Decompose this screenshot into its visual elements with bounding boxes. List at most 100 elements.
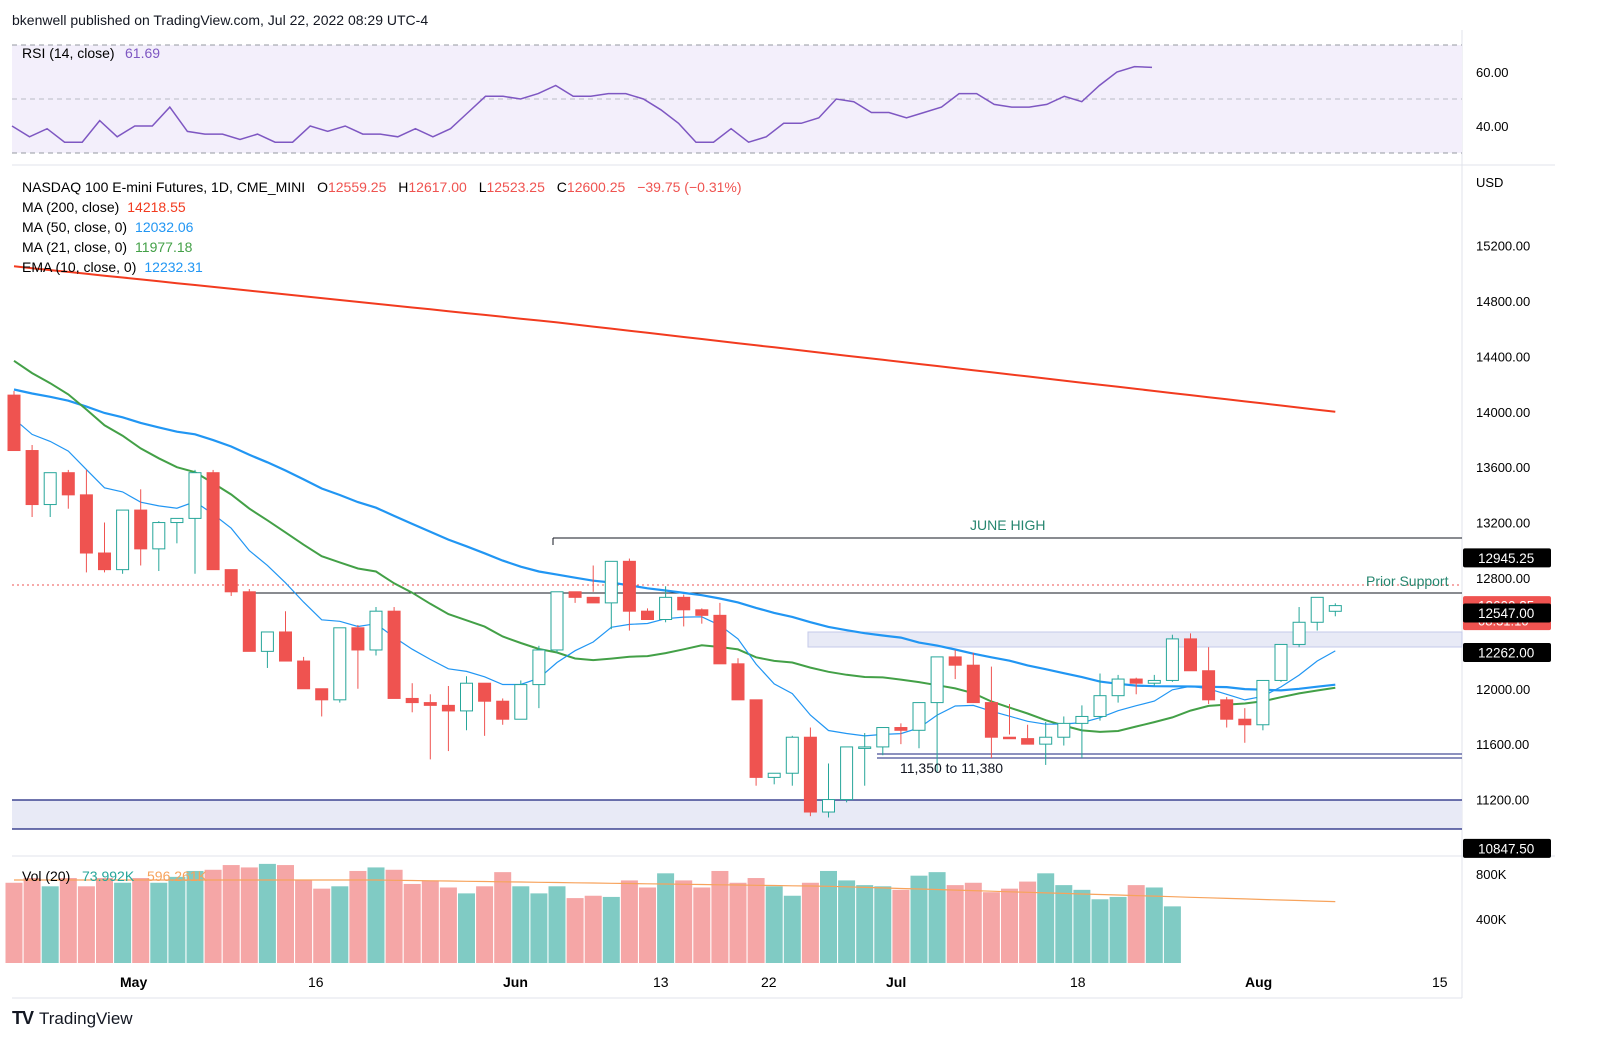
volume-bar — [1037, 873, 1055, 963]
ohlc-low-key: L — [479, 179, 487, 195]
volume-bar — [675, 880, 693, 963]
candle-body — [912, 702, 926, 731]
price-change: −39.75 (−0.31%) — [637, 179, 741, 195]
volume-bar — [277, 865, 294, 963]
price-tick: 14000.00 — [1476, 405, 1530, 420]
volume-bar — [222, 865, 240, 963]
tradingview-brand[interactable]: TV TradingView — [12, 1008, 133, 1029]
volume-bar — [693, 887, 711, 963]
volume-bar — [204, 869, 222, 963]
candle-body — [7, 394, 21, 452]
candle-body — [242, 591, 256, 652]
tradingview-logo-icon: TV — [12, 1008, 34, 1028]
volume-value: 73.992K — [82, 868, 135, 884]
candle-body — [876, 727, 890, 748]
volume-bar — [186, 870, 204, 963]
candle-body — [1274, 643, 1288, 681]
volume-bar — [349, 870, 367, 963]
candle-body — [1129, 678, 1143, 684]
currency-label: USD — [1476, 175, 1503, 190]
candles-group — [7, 390, 1342, 818]
volume-bar — [1145, 887, 1163, 963]
volume-bar — [1091, 899, 1109, 963]
candle-body — [604, 560, 618, 604]
volume-panel: Vol (20) 73.992K 596.261K 800K 400K — [5, 863, 1507, 963]
candle-body — [496, 700, 510, 720]
candle-body — [948, 656, 962, 666]
ohlc-open-key: O — [317, 179, 328, 195]
ma200-line — [13, 265, 1336, 413]
candle-body — [731, 663, 745, 701]
candle-body — [894, 727, 908, 731]
volume-bar — [23, 878, 41, 963]
ema10-line — [13, 418, 1336, 737]
range-label: 11,350 to 11,380 — [900, 760, 1003, 776]
candle-body — [1039, 736, 1053, 745]
price-tick: 13200.00 — [1476, 516, 1530, 531]
volume-bar — [1163, 906, 1181, 963]
candle-body — [170, 517, 184, 524]
ma21-legend: MA (21, close, 0) 11977.18 — [22, 239, 193, 255]
volume-bar — [385, 869, 403, 963]
candle-body — [641, 610, 654, 621]
ohlc-high-key: H — [398, 179, 408, 195]
price-panel: JUNE HIGH Prior Support 11,350 to 11,380… — [7, 179, 1463, 830]
candle-body — [1184, 638, 1197, 672]
volume-bar — [530, 893, 548, 963]
price-badge — [1463, 642, 1551, 662]
candle-body — [1256, 679, 1270, 726]
symbol-name: NASDAQ 100 E-mini Futures, 1D, CME_MINI — [22, 179, 305, 195]
price-tick: 14800.00 — [1476, 294, 1530, 309]
volume-bar — [1019, 881, 1037, 963]
volume-bar — [439, 887, 457, 963]
candle-body — [550, 591, 564, 651]
time-label-jul: Jul — [886, 974, 906, 990]
time-axis[interactable]: May 16 Jun 13 22 Jul 18 Aug 15 — [120, 974, 1448, 990]
candle-body — [695, 609, 709, 616]
price-axis[interactable]: USD 15200.00 14800.00 14400.00 14000.00 1360… — [1463, 175, 1551, 858]
price-badge — [1463, 548, 1551, 568]
volume-bar — [494, 872, 512, 963]
time-label-jun: Jun — [503, 974, 528, 990]
candle-body — [478, 682, 492, 702]
candle-body — [966, 664, 980, 704]
ohlc-open: 12559.25 — [328, 179, 387, 195]
tradingview-brand-text: TradingView — [39, 1008, 133, 1028]
volume-ma-line — [14, 879, 1336, 903]
volume-tick-800k: 800K — [1476, 867, 1507, 882]
volume-bar — [910, 875, 928, 963]
candle-body — [98, 552, 111, 571]
candle-body — [1075, 715, 1089, 724]
ohlc-high: 12617.00 — [408, 179, 467, 195]
volume-bar — [982, 892, 1000, 963]
volume-bar — [801, 882, 819, 963]
time-label-aug: Aug — [1245, 974, 1272, 990]
volume-bar — [41, 886, 59, 963]
volume-bar — [892, 889, 910, 963]
candle-body — [79, 494, 93, 554]
price-chart[interactable]: RSI (14, close) 61.69 60.00 40.00 JUNE H… — [0, 0, 1600, 1000]
candle-body — [1202, 670, 1216, 701]
candle-body — [152, 522, 166, 550]
candle-body — [369, 610, 383, 651]
time-label-13: 13 — [653, 974, 669, 990]
price-tick: 13600.00 — [1476, 460, 1530, 475]
price-tick: 11600.00 — [1476, 737, 1529, 752]
volume-ma-value: 596.261K — [147, 868, 208, 884]
volume-bar — [476, 886, 494, 963]
volume-bar — [566, 898, 584, 963]
price-badge-label: 12945.25 — [1478, 551, 1534, 566]
time-label-15: 15 — [1432, 974, 1448, 990]
volume-bar — [331, 886, 349, 963]
ma200-legend: MA (200, close) 14218.55 — [22, 199, 186, 215]
volume-bar — [512, 886, 530, 963]
candle-body — [930, 656, 944, 704]
volume-bar — [59, 878, 77, 963]
volume-bar — [77, 886, 95, 963]
candle-body — [1165, 638, 1179, 681]
support-zone-low — [12, 800, 1462, 829]
volume-bar — [602, 896, 620, 963]
volume-bar — [639, 887, 656, 963]
volume-bar — [711, 870, 729, 963]
candle-body — [803, 736, 817, 813]
